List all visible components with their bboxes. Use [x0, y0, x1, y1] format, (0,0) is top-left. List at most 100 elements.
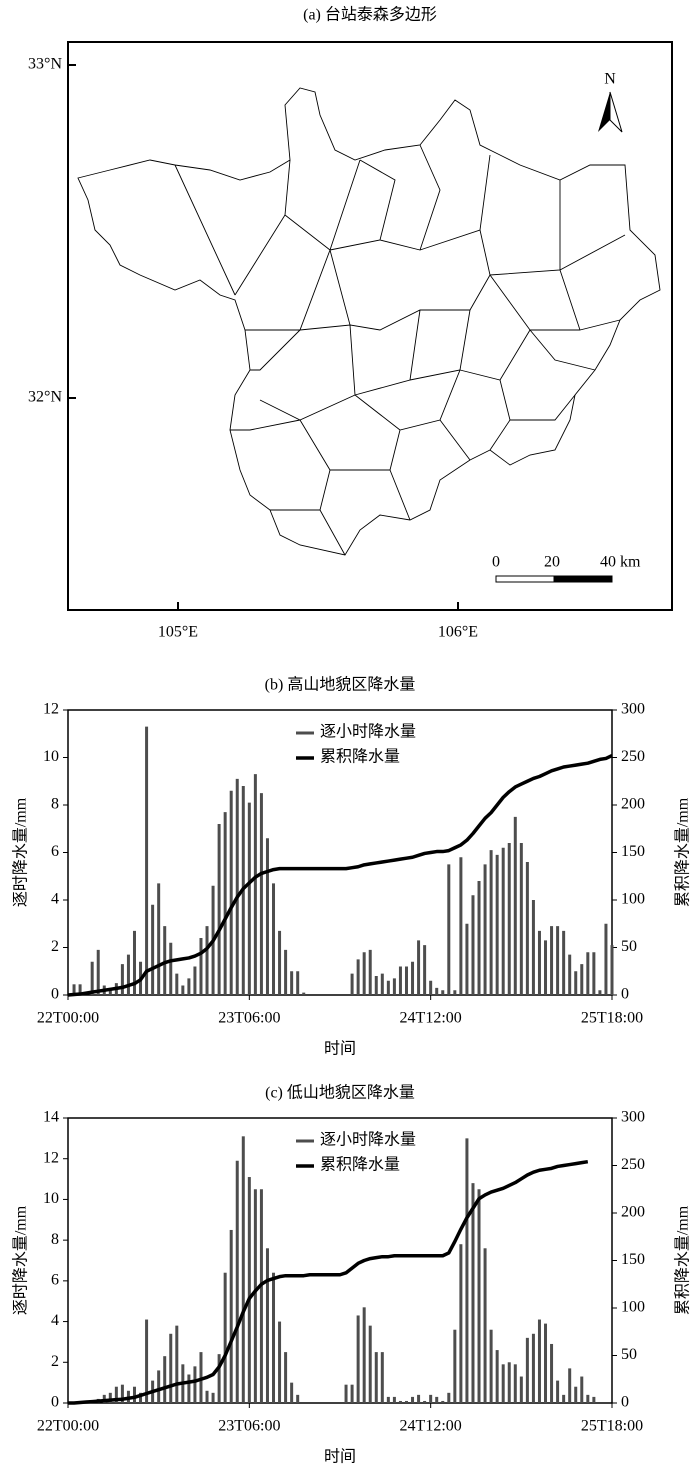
y2-tick-label: 300: [621, 701, 645, 718]
bar: [471, 895, 475, 995]
bar: [368, 949, 372, 995]
bar: [187, 978, 191, 995]
y2-tick-label: 200: [621, 1204, 645, 1221]
bar: [556, 926, 560, 995]
y-tick-label: 0: [51, 1394, 59, 1411]
bar: [205, 926, 209, 995]
bar: [513, 816, 517, 995]
bar: [501, 1364, 505, 1403]
bar: [465, 1138, 469, 1403]
bar: [380, 1352, 384, 1403]
legend-label: 逐小时降水量: [320, 1131, 416, 1149]
bar: [199, 938, 203, 995]
bar: [568, 1368, 572, 1403]
thiessen-polygons: [77, 87, 661, 556]
cumulative-line: [68, 1159, 589, 1405]
y-tick-label: 8: [51, 796, 59, 813]
y-axis-label: 逐时降水量/mm: [12, 1205, 30, 1315]
bar: [550, 926, 554, 995]
bar: [181, 985, 185, 995]
y-tick-label: 6: [51, 1272, 59, 1289]
bar: [259, 1189, 263, 1403]
y-tick-label: 10: [43, 1190, 59, 1207]
bar: [151, 904, 155, 995]
y-tick-label: 10: [43, 748, 59, 765]
bar: [132, 1386, 136, 1403]
scale-label: 40 km: [600, 554, 641, 571]
map-title: (a) 台站泰森多边形: [303, 6, 437, 24]
bar: [398, 1400, 402, 1403]
bar: [132, 930, 136, 995]
bar: [465, 923, 469, 995]
bar: [362, 1307, 366, 1403]
x-axis-label: 时间: [324, 1040, 356, 1058]
y2-tick-label: 300: [621, 1109, 645, 1126]
scale-segment: [553, 575, 613, 583]
bar: [598, 990, 602, 995]
y2-tick-label: 150: [621, 1251, 645, 1268]
bar: [537, 1319, 541, 1403]
bar: [96, 949, 100, 995]
bar: [477, 1189, 481, 1403]
bar: [459, 1244, 463, 1403]
bar: [126, 954, 130, 995]
bar: [435, 1396, 439, 1403]
bar: [483, 1248, 487, 1403]
y-tick-label: 4: [51, 891, 59, 908]
bar: [272, 883, 276, 995]
bar: [223, 812, 227, 995]
bar: [544, 940, 548, 995]
bar: [108, 987, 112, 995]
y2-tick-label: 50: [621, 938, 637, 955]
y-tick-label: 4: [51, 1312, 59, 1329]
bar: [193, 1366, 197, 1403]
x-tick-label: 24T12:00: [400, 1010, 462, 1027]
y-tick-label: 6: [51, 843, 59, 860]
north-arrow: N: [598, 71, 623, 133]
bar: [604, 923, 608, 995]
y2-tick-label: 100: [621, 891, 645, 908]
scale-label: 20: [544, 554, 560, 571]
y-tick-label: 0: [51, 986, 59, 1003]
bar: [477, 881, 481, 995]
x-tick-label: 25T18:00: [581, 1010, 643, 1027]
scale-segment: [495, 575, 555, 583]
lon-label: 105°E: [158, 624, 198, 641]
bar: [356, 959, 360, 995]
bar: [217, 1354, 221, 1403]
y2-tick-label: 50: [621, 1346, 637, 1363]
bar: [441, 990, 445, 995]
bar: [193, 966, 197, 995]
bar: [489, 1329, 493, 1403]
bar: [205, 1390, 209, 1403]
bar: [550, 1343, 554, 1403]
bar: [398, 966, 402, 995]
bar: [544, 1323, 548, 1403]
bar: [157, 1370, 161, 1403]
bar: [447, 864, 451, 995]
bar: [169, 1333, 173, 1403]
y-tick-label: 12: [43, 1149, 59, 1166]
bar: [435, 987, 439, 995]
y2-axis-label: 累积降水量/mm: [674, 797, 692, 907]
bar: [296, 1394, 300, 1403]
bar: [471, 1183, 475, 1403]
bar: [531, 900, 535, 995]
bar: [429, 980, 433, 995]
bar: [356, 1315, 360, 1403]
bar: [574, 1386, 578, 1403]
bar: [586, 1394, 590, 1403]
north-arrow-right: [609, 91, 623, 133]
bar: [344, 1384, 348, 1403]
bar: [362, 952, 366, 995]
bar: [429, 1394, 433, 1403]
bar: [556, 1380, 560, 1403]
x-tick-label: 24T12:00: [400, 1418, 462, 1435]
bar: [145, 1319, 149, 1403]
bar: [417, 940, 421, 995]
y-tick-label: 12: [43, 701, 59, 718]
y2-tick-label: 200: [621, 796, 645, 813]
bar: [302, 992, 306, 995]
bar: [525, 862, 529, 995]
bar: [120, 964, 124, 995]
